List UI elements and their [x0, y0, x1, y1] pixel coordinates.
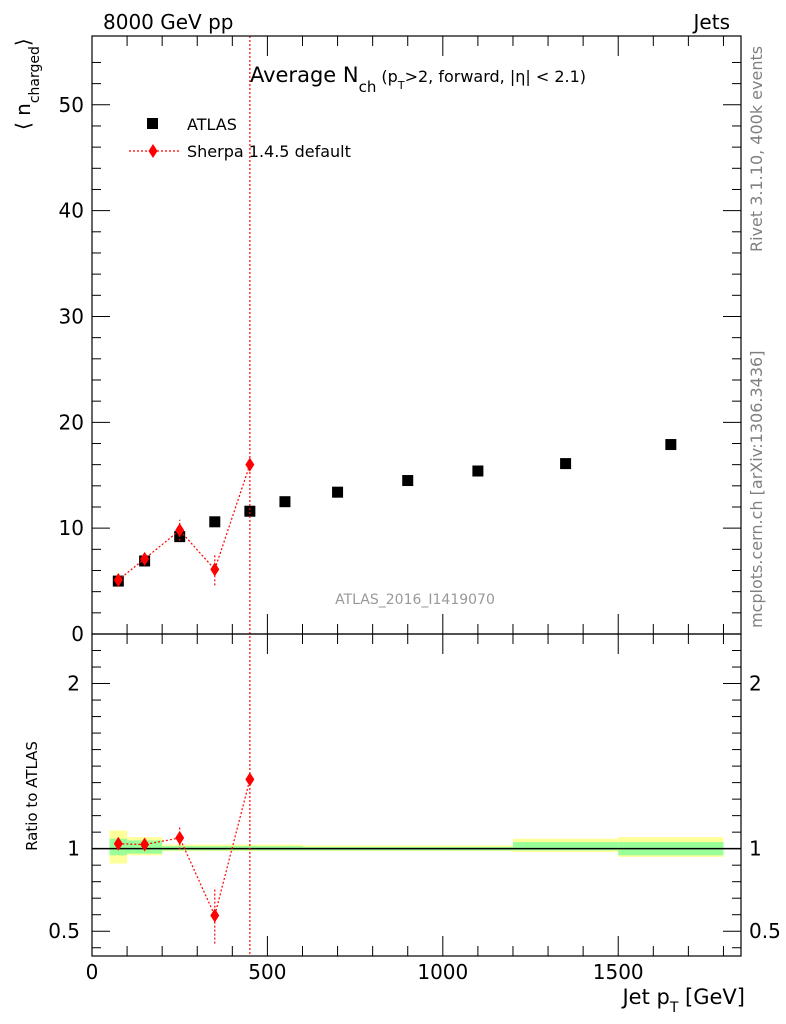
rivet-label: Rivet 3.1.10, 400k events — [747, 46, 766, 252]
title-main: Average N — [250, 63, 359, 87]
top-ytick-label-0: 0 — [71, 622, 84, 646]
xlabel-sub: T — [669, 1000, 679, 1016]
ratio-ytick-label-right-0.5: 0.5 — [749, 919, 781, 943]
atlas-point-6 — [332, 486, 344, 498]
ratio-sherpa-point-2 — [175, 830, 185, 845]
sherpa-point-1 — [140, 551, 150, 566]
ylabel-sub: charged — [27, 46, 43, 103]
ratio-marks-layer — [113, 772, 255, 944]
xlabel-main: Jet p — [620, 985, 669, 1009]
ratio-ytick-label-right-1: 1 — [749, 837, 762, 861]
ratio-sherpa-point-0 — [113, 836, 123, 851]
atlas-point-7 — [402, 475, 414, 487]
xtick-label-1000: 1000 — [417, 960, 468, 984]
legend-sherpa-marker — [148, 144, 158, 158]
sherpa-point-2 — [175, 523, 185, 538]
atlas-point-3 — [209, 516, 221, 528]
ylabel-main: ⟨ n — [11, 103, 35, 130]
ratio-ytick-label-left-2: 2 — [67, 672, 80, 696]
ratio-ytick-label-left-0.5: 0.5 — [48, 919, 80, 943]
xtick-label-500: 500 — [248, 960, 286, 984]
legend-sherpa-label: Sherpa 1.4.5 default — [187, 142, 351, 161]
atlas-point-5 — [279, 496, 291, 508]
ratio-ylabel: Ratio to ATLAS — [23, 741, 41, 851]
sherpa-point-3 — [210, 562, 220, 577]
x-axis-label: Jet pT [GeV] — [620, 985, 745, 1016]
ratio-bands-layer — [109, 830, 724, 864]
ratio-sherpa-line — [118, 779, 251, 918]
title-rest-2: >2, forward, |η| < 2.1) — [405, 67, 586, 86]
legend-atlas-marker — [147, 118, 158, 129]
ratio-sherpa-point-1 — [140, 837, 150, 852]
ylabel-close: ⟩ — [11, 38, 35, 46]
top-ytick-label-10: 10 — [59, 516, 84, 540]
top-ylabel: ⟨ ncharged⟩ — [11, 38, 43, 130]
sherpa-line — [117, 464, 251, 581]
top-ytick-label-50: 50 — [59, 93, 84, 117]
plot-title: Average Nch (pT>2, forward, |η| < 2.1) — [250, 63, 586, 96]
atlas-point-4 — [244, 505, 256, 517]
xlabel-rest: [GeV] — [678, 985, 745, 1009]
top-ytick-label-20: 20 — [59, 410, 84, 434]
band-inner-9 — [512, 842, 619, 851]
title-rest-1: (p — [376, 67, 397, 86]
title-rest-sub: T — [397, 79, 405, 92]
legend-atlas-label: ATLAS — [187, 115, 237, 134]
title-sub: ch — [359, 78, 377, 96]
atlas-point-10 — [665, 439, 677, 451]
energy-label: 8000 GeV pp — [103, 10, 234, 34]
xtick-label-1500: 1500 — [593, 960, 644, 984]
sherpa-point-0 — [113, 573, 123, 588]
top-ytick-label-30: 30 — [59, 304, 84, 328]
top-marks-layer — [112, 439, 677, 588]
ratio-sherpa-point-4 — [245, 772, 255, 787]
atlas-point-8 — [472, 465, 484, 477]
ratio-frame — [91, 633, 742, 957]
top-ytick-label-40: 40 — [59, 199, 84, 223]
xtick-label-0: 0 — [86, 960, 99, 984]
ratio-ytick-label-right-2: 2 — [749, 672, 762, 696]
ratio-sherpa-point-3 — [210, 908, 220, 923]
jets-label: Jets — [692, 10, 730, 34]
ratio-ytick-label-left-1: 1 — [67, 837, 80, 861]
legend: ATLAS Sherpa 1.4.5 default — [129, 115, 351, 161]
atlas-point-9 — [560, 458, 572, 470]
mcplots-label: mcplots.cern.ch [arXiv:1306.3436] — [747, 351, 766, 628]
analysis-watermark: ATLAS_2016_I1419070 — [335, 592, 495, 608]
